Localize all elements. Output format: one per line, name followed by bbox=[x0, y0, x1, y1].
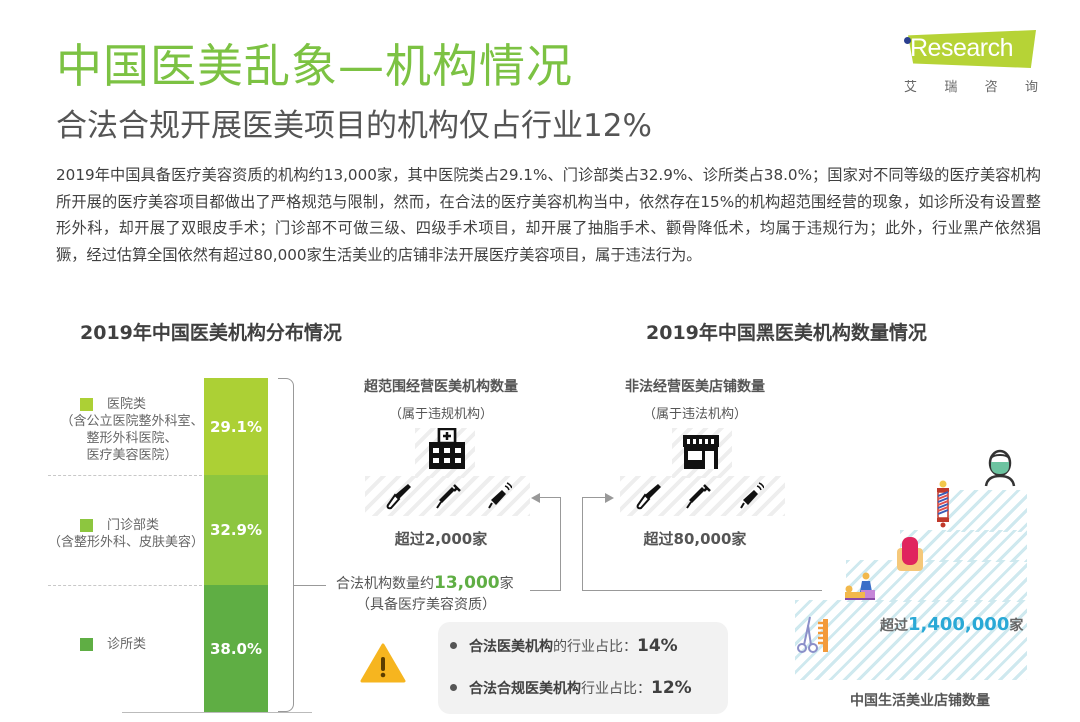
illegal-count: 超过80,000家 bbox=[643, 530, 747, 548]
illegal-subtitle: （属于违法机构） bbox=[642, 407, 747, 422]
total-prefix: 合法机构数量约 bbox=[336, 576, 434, 592]
page-title: 中国医美乱象—机构情况 bbox=[56, 39, 573, 93]
over-scope-subtitle: （属于违规机构） bbox=[388, 407, 493, 422]
note-bold: 合法医美机构 bbox=[469, 639, 553, 655]
legend-detail: 医疗美容医院） bbox=[86, 448, 178, 463]
scalpel-icon bbox=[636, 484, 661, 510]
note-bold: 合法合规医美机构 bbox=[469, 681, 581, 697]
bar-label: 38.0% bbox=[209, 639, 263, 658]
right-section-title: 2019年中国黑医美机构数量情况 bbox=[646, 322, 927, 344]
life-beauty-caption: 中国生活美业店铺数量 bbox=[850, 693, 990, 709]
arrow-left-icon bbox=[531, 493, 540, 503]
warning-icon bbox=[360, 643, 406, 683]
scalpel-icon bbox=[386, 484, 411, 510]
connector-line bbox=[540, 497, 561, 499]
intro-paragraph: 2019年中国具备医疗美容资质的机构约13,000家，其中医院类占29.1%、门… bbox=[56, 166, 1041, 264]
laser-device-icon bbox=[740, 482, 764, 509]
legend-swatch bbox=[80, 638, 93, 651]
logo-plate bbox=[908, 30, 1036, 68]
life-beauty-count: 超过1,400,000家 bbox=[880, 614, 1023, 635]
connector-line bbox=[530, 590, 561, 592]
arrow-right-icon bbox=[605, 493, 614, 503]
brace-top bbox=[278, 378, 294, 586]
massage-icon bbox=[845, 572, 875, 600]
total-note: （具备医疗美容资质） bbox=[356, 597, 496, 613]
brace-tip bbox=[294, 585, 326, 587]
legend-swatch bbox=[80, 519, 93, 532]
total-label: 合法机构数量约13,000家 bbox=[336, 573, 514, 593]
logo-cn-char: 瑞 bbox=[944, 80, 958, 95]
legend-divider bbox=[48, 475, 202, 476]
logo-dot-icon bbox=[904, 37, 911, 44]
bar-segment-hospital: 29.1% bbox=[204, 378, 268, 475]
laser-device-icon bbox=[488, 482, 512, 509]
note-pct: 14% bbox=[637, 636, 678, 656]
bar-label: 29.1% bbox=[209, 417, 263, 436]
bar-baseline bbox=[122, 712, 312, 713]
connector-line bbox=[582, 590, 822, 592]
barber-pole-icon bbox=[937, 480, 949, 528]
syringe-icon bbox=[686, 484, 711, 509]
staircase-area bbox=[946, 490, 1027, 532]
face-mask-icon bbox=[984, 449, 1016, 487]
logo-cn: 艾 瑞 咨 询 bbox=[904, 76, 1038, 95]
hospital-icon bbox=[429, 428, 465, 469]
logo-text: Research bbox=[910, 34, 1014, 62]
staircase-area bbox=[846, 560, 1027, 602]
storefront-icon bbox=[683, 435, 719, 469]
connector-line bbox=[582, 497, 606, 499]
page-subtitle: 合法合规开展医美项目的机构仅占行业12% bbox=[56, 108, 652, 144]
notes-box: 合法医美机构 的行业占比： 14% 合法合规医美机构 行业占比： 12% bbox=[438, 622, 728, 714]
logo-cn-char: 咨 bbox=[984, 80, 998, 95]
iresearch-logo: Research 艾 瑞 咨 询 bbox=[900, 28, 1040, 98]
count-prefix: 超过 bbox=[880, 618, 908, 634]
note-row: 合法合规医美机构 行业占比： 12% bbox=[450, 678, 692, 698]
left-section-title: 2019年中国医美机构分布情况 bbox=[80, 322, 342, 344]
brace-bottom bbox=[278, 585, 294, 712]
total-value: 13,000 bbox=[434, 573, 500, 593]
legend-detail: （含公立医院整外科室、 bbox=[60, 414, 204, 429]
count-suffix: 家 bbox=[1009, 618, 1024, 634]
illegal-title: 非法经营医美店铺数量 bbox=[625, 379, 765, 395]
note-pct: 12% bbox=[651, 678, 692, 698]
over-scope-count: 超过2,000家 bbox=[394, 530, 488, 548]
note-text: 的行业占比： bbox=[553, 639, 637, 655]
legend-clinic-dept: 门诊部类 （含整形外科、皮肤美容） bbox=[48, 517, 204, 551]
bullet-icon bbox=[450, 642, 457, 649]
total-suffix: 家 bbox=[499, 576, 514, 592]
legend-detail: （含整形外科、皮肤美容） bbox=[48, 535, 205, 550]
connector-line bbox=[560, 497, 562, 591]
note-text: 行业占比： bbox=[581, 681, 651, 697]
nail-polish-icon bbox=[897, 537, 923, 571]
logo-cn-char: 询 bbox=[1024, 80, 1038, 95]
scissors-comb-icon bbox=[797, 616, 828, 653]
staircase-area bbox=[795, 600, 1027, 680]
legend-label: 诊所类 bbox=[107, 637, 147, 652]
legend-label: 门诊部类 bbox=[107, 518, 160, 533]
legend-divider bbox=[48, 585, 202, 586]
stacked-bar: 29.1% 32.9% 38.0% bbox=[204, 378, 268, 712]
bar-segment-clinic-dept: 32.9% bbox=[204, 475, 268, 585]
over-scope-title: 超范围经营医美机构数量 bbox=[364, 379, 518, 395]
logo-cn-char: 艾 bbox=[904, 80, 918, 95]
syringe-icon bbox=[436, 484, 461, 509]
bullet-icon bbox=[450, 684, 457, 691]
legend-detail: 整形外科医院、 bbox=[86, 431, 178, 446]
legend-hospital: 医院类 （含公立医院整外科室、 整形外科医院、 医疗美容医院） bbox=[60, 396, 206, 464]
legend-clinic: 诊所类 bbox=[80, 636, 146, 653]
bar-label: 32.9% bbox=[209, 521, 263, 539]
note-row: 合法医美机构 的行业占比： 14% bbox=[450, 636, 678, 656]
connector-line bbox=[582, 497, 584, 591]
legend-label: 医院类 bbox=[107, 397, 147, 412]
bar-segment-clinic: 38.0% bbox=[204, 585, 268, 712]
count-value: 1,400,000 bbox=[908, 614, 1010, 635]
legend-swatch bbox=[80, 398, 93, 411]
